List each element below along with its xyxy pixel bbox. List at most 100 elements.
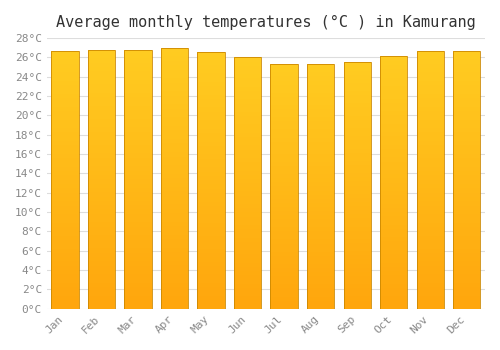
- Bar: [270, 215, 298, 219]
- Bar: [234, 145, 262, 149]
- Bar: [52, 51, 79, 309]
- Bar: [416, 257, 444, 261]
- Bar: [380, 288, 407, 292]
- Bar: [453, 270, 480, 274]
- Bar: [380, 99, 407, 103]
- Bar: [307, 174, 334, 179]
- Bar: [270, 154, 298, 158]
- Bar: [52, 85, 79, 89]
- Bar: [416, 180, 444, 184]
- Bar: [344, 140, 371, 145]
- Bar: [124, 179, 152, 183]
- Bar: [198, 210, 225, 215]
- Bar: [52, 55, 79, 59]
- Bar: [380, 225, 407, 229]
- Bar: [344, 276, 371, 280]
- Bar: [416, 162, 444, 167]
- Bar: [380, 94, 407, 99]
- Bar: [198, 228, 225, 232]
- Bar: [234, 137, 262, 141]
- Bar: [88, 266, 116, 270]
- Bar: [344, 264, 371, 268]
- Bar: [234, 204, 262, 208]
- Bar: [198, 142, 225, 146]
- Bar: [52, 201, 79, 205]
- Bar: [416, 227, 444, 231]
- Bar: [270, 142, 298, 146]
- Bar: [161, 100, 188, 104]
- Bar: [198, 120, 225, 125]
- Bar: [270, 89, 298, 93]
- Bar: [88, 153, 116, 158]
- Bar: [124, 145, 152, 149]
- Bar: [344, 247, 371, 251]
- Bar: [307, 260, 334, 264]
- Bar: [52, 128, 79, 132]
- Bar: [52, 68, 79, 72]
- Bar: [88, 67, 116, 71]
- Bar: [307, 146, 334, 150]
- Bar: [453, 214, 480, 218]
- Bar: [198, 125, 225, 129]
- Bar: [198, 129, 225, 133]
- Bar: [88, 304, 116, 309]
- Bar: [307, 80, 334, 85]
- Bar: [453, 81, 480, 85]
- Bar: [380, 166, 407, 170]
- Bar: [52, 248, 79, 253]
- Bar: [416, 132, 444, 137]
- Bar: [52, 94, 79, 98]
- Bar: [88, 106, 116, 110]
- Bar: [161, 113, 188, 117]
- Bar: [52, 81, 79, 85]
- Bar: [161, 52, 188, 56]
- Bar: [88, 300, 116, 304]
- Bar: [344, 70, 371, 75]
- Bar: [270, 203, 298, 207]
- Bar: [307, 68, 334, 72]
- Bar: [198, 279, 225, 283]
- Bar: [161, 300, 188, 304]
- Bar: [307, 268, 334, 272]
- Bar: [52, 59, 79, 64]
- Bar: [307, 85, 334, 89]
- Bar: [124, 119, 152, 123]
- Bar: [88, 50, 116, 309]
- Bar: [161, 104, 188, 109]
- Bar: [52, 205, 79, 210]
- Bar: [161, 135, 188, 139]
- Bar: [380, 208, 407, 212]
- Bar: [234, 217, 262, 221]
- Bar: [234, 246, 262, 250]
- Bar: [307, 125, 334, 130]
- Bar: [270, 130, 298, 133]
- Bar: [234, 108, 262, 112]
- Bar: [380, 262, 407, 267]
- Bar: [307, 199, 334, 203]
- Bar: [307, 231, 334, 236]
- Bar: [234, 99, 262, 104]
- Bar: [88, 227, 116, 231]
- Bar: [416, 107, 444, 111]
- Bar: [380, 212, 407, 216]
- Bar: [307, 187, 334, 190]
- Bar: [124, 84, 152, 89]
- Bar: [416, 244, 444, 248]
- Bar: [307, 76, 334, 80]
- Bar: [52, 107, 79, 111]
- Bar: [88, 244, 116, 248]
- Bar: [307, 276, 334, 280]
- Bar: [344, 177, 371, 181]
- Bar: [344, 186, 371, 190]
- Bar: [198, 86, 225, 90]
- Bar: [380, 237, 407, 241]
- Bar: [161, 283, 188, 287]
- Bar: [416, 304, 444, 309]
- Bar: [52, 145, 79, 149]
- Bar: [453, 180, 480, 184]
- Bar: [234, 57, 262, 62]
- Bar: [270, 125, 298, 130]
- Bar: [453, 55, 480, 59]
- Bar: [161, 226, 188, 230]
- Bar: [416, 223, 444, 227]
